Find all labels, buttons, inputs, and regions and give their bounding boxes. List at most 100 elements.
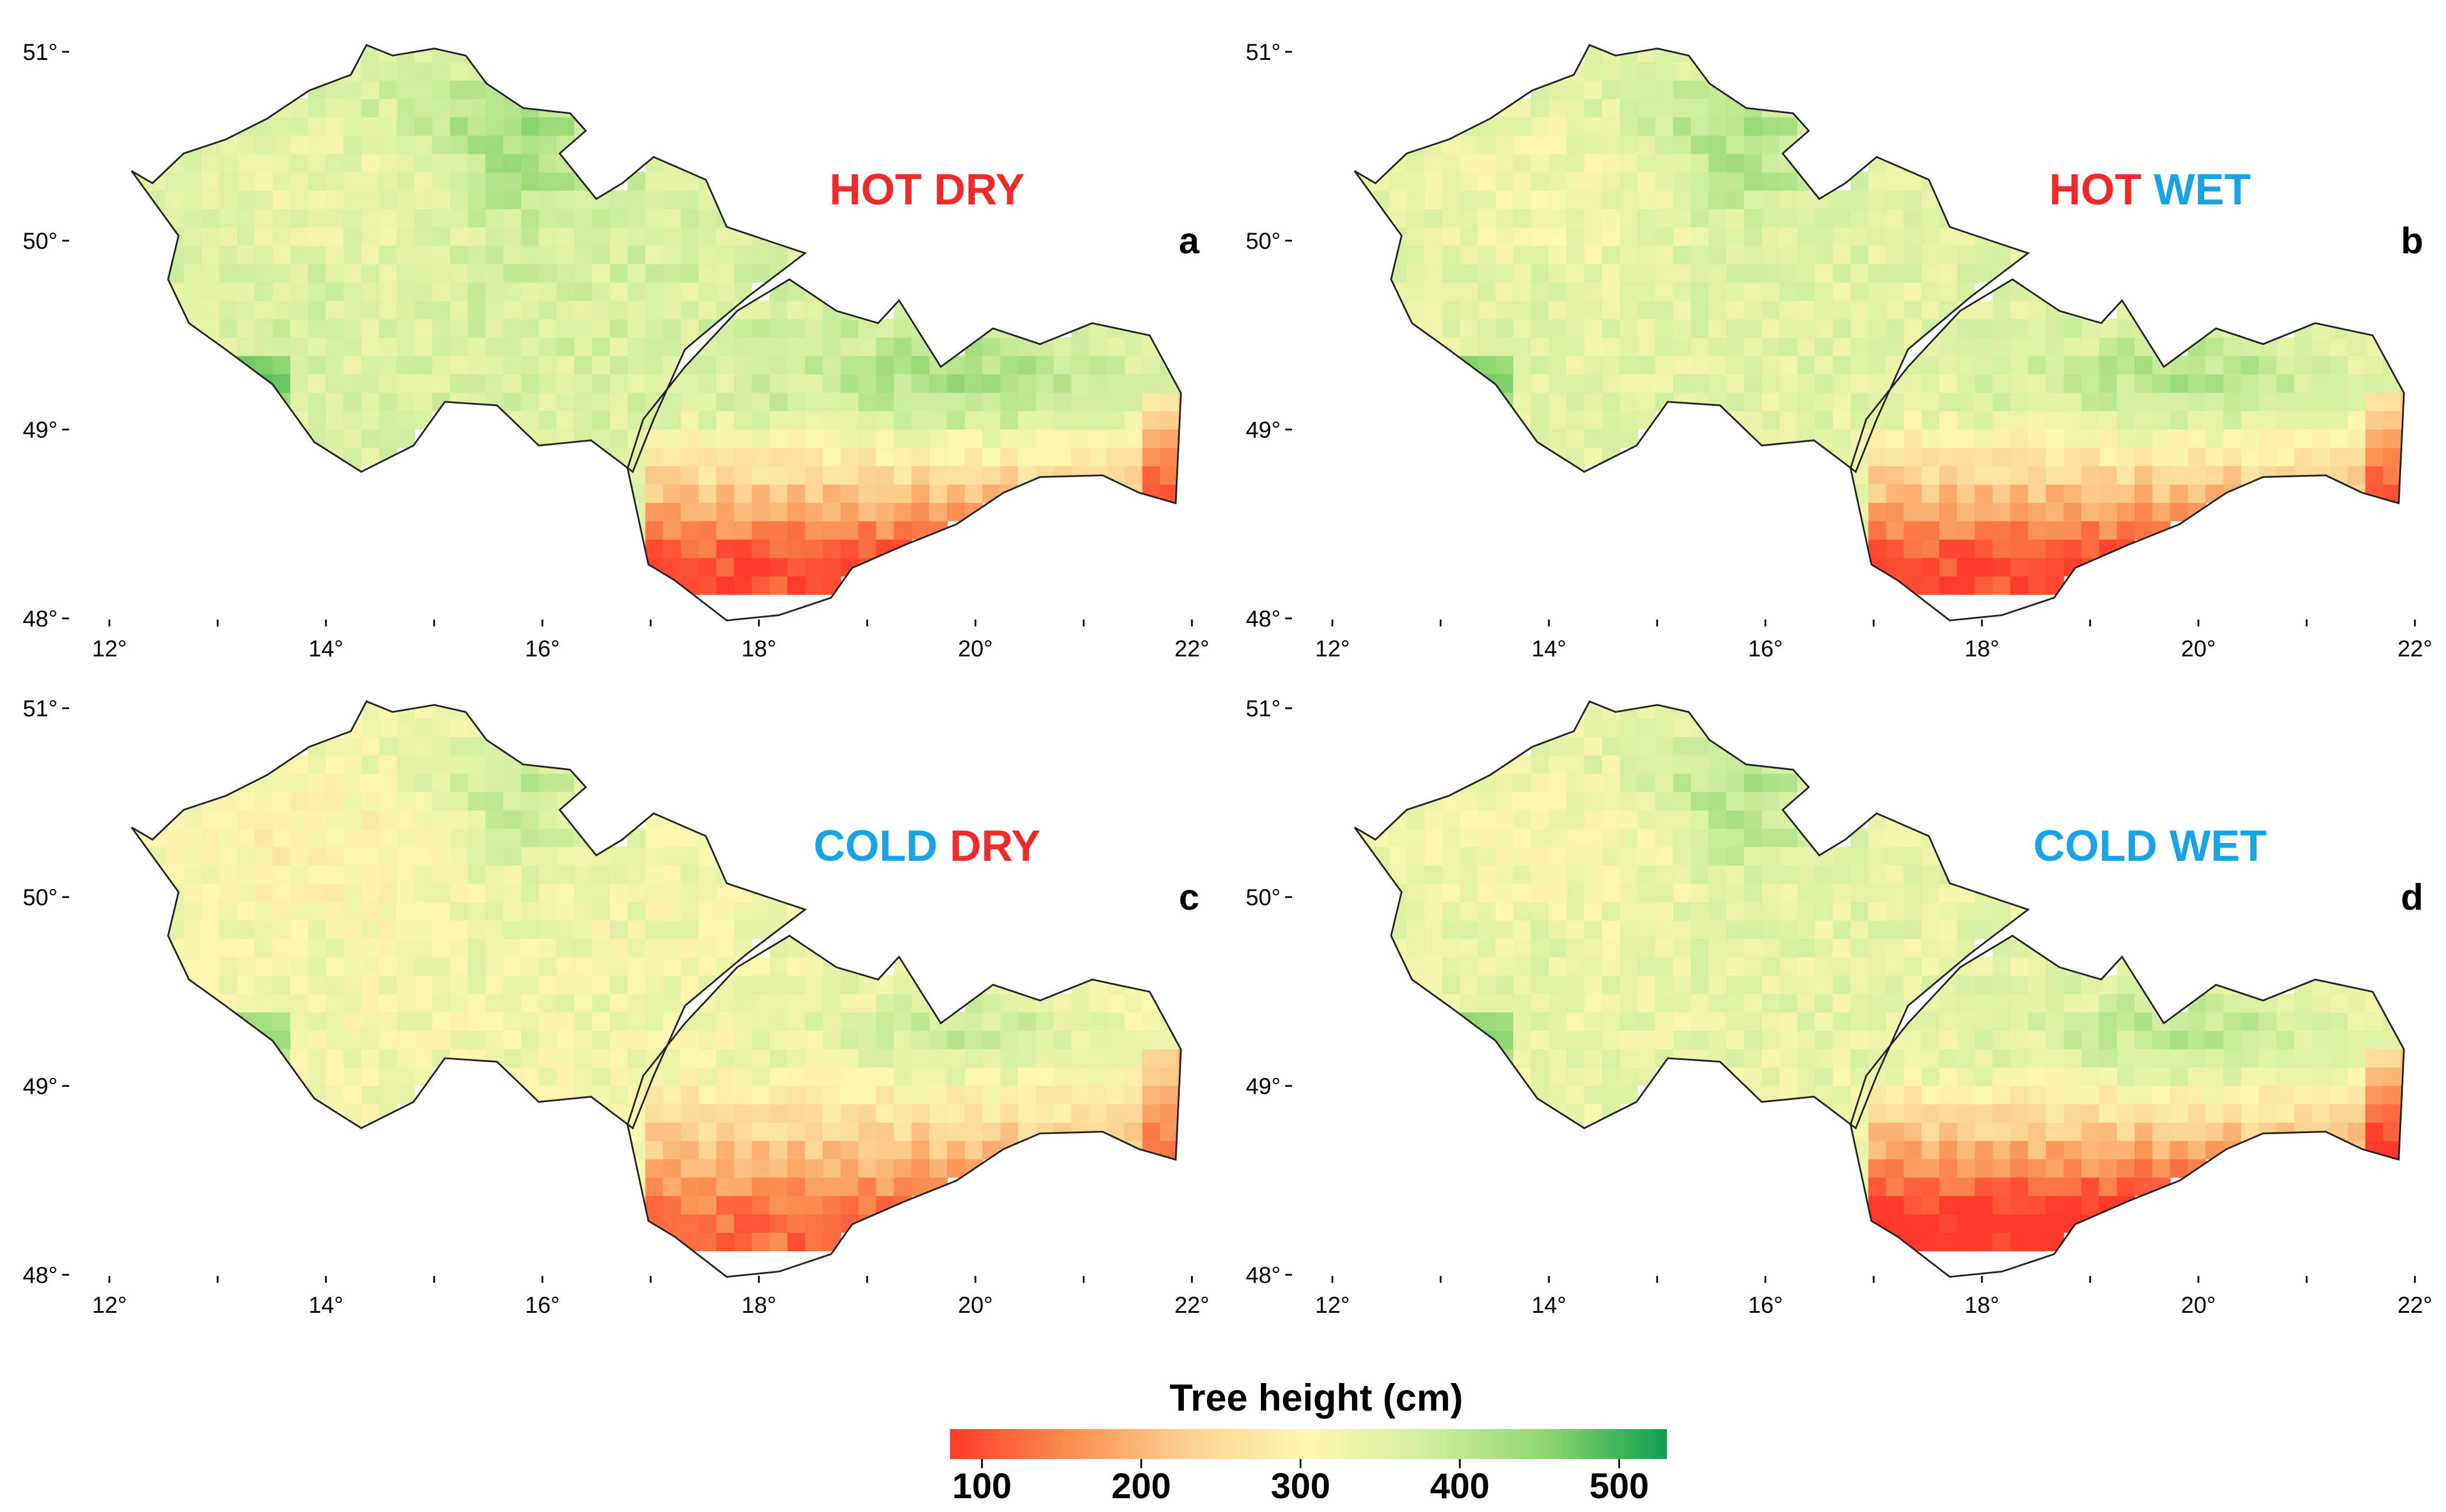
raster-cell: [361, 773, 380, 792]
raster-cell: [1921, 576, 1940, 595]
raster-cell: [1779, 883, 1798, 902]
raster-cell: [1708, 263, 1727, 283]
raster-cell: [556, 227, 575, 246]
raster-cell: [663, 1085, 682, 1104]
raster-cell: [947, 429, 966, 448]
raster-cell: [1530, 208, 1549, 228]
raster-cell: [858, 392, 877, 412]
czech-border: [131, 700, 807, 1130]
raster-cell: [450, 355, 469, 375]
raster-cell: [1992, 1085, 2011, 1104]
lon-tick-label: 16°: [1748, 636, 1783, 662]
raster-cell: [1974, 318, 1993, 338]
raster-cell: [769, 1232, 788, 1251]
raster-cell: [1053, 429, 1072, 448]
raster-cell: [1744, 1048, 1763, 1068]
raster-cell: [1850, 828, 1869, 848]
raster-cell: [1886, 208, 1905, 228]
raster-cell: [538, 902, 557, 921]
raster-cell: [2205, 429, 2224, 448]
raster-cell: [2348, 1048, 2366, 1068]
raster-cell: [645, 920, 664, 939]
raster-cell: [734, 521, 753, 540]
raster-cell: [1513, 245, 1532, 264]
raster-cell: [1939, 557, 1958, 577]
raster-cell: [1584, 245, 1603, 264]
raster-cell: [681, 1067, 700, 1086]
raster-cell: [716, 392, 735, 412]
raster-cell: [716, 1214, 735, 1233]
raster-cell: [610, 975, 628, 994]
raster-cell: [1992, 1030, 2011, 1050]
raster-cell: [2223, 374, 2242, 393]
raster-cell: [787, 374, 806, 393]
raster-cell: [1442, 920, 1461, 939]
raster-cell: [840, 447, 859, 466]
raster-cell: [2046, 1158, 2064, 1178]
raster-cell: [1779, 172, 1798, 191]
raster-cell: [2134, 484, 2153, 503]
raster-cell: [1797, 846, 1816, 866]
raster-cell: [1992, 411, 2011, 430]
raster-cell: [894, 429, 913, 448]
raster-cell: [1584, 865, 1603, 884]
raster-cell: [1868, 465, 1887, 485]
raster-cell: [2276, 1030, 2295, 1050]
raster-cell: [379, 883, 398, 902]
raster-cell: [982, 447, 1001, 466]
raster-cell: [1921, 208, 1940, 228]
raster-cell: [2348, 993, 2366, 1013]
raster-cell: [716, 993, 735, 1013]
raster-cell: [325, 282, 344, 301]
raster-cell: [307, 355, 326, 375]
raster-cell: [1442, 975, 1461, 994]
raster-cell: [610, 190, 628, 210]
raster-cell: [1744, 337, 1763, 356]
raster-cell: [521, 883, 540, 902]
raster-cell: [343, 447, 362, 466]
raster-cell: [307, 956, 326, 976]
raster-cell: [2170, 1067, 2189, 1086]
raster-cell: [1886, 172, 1905, 191]
raster-cell: [1548, 993, 1567, 1013]
raster-cell: [1389, 956, 1408, 976]
raster-cell: [627, 337, 646, 356]
raster-cell: [805, 484, 823, 503]
raster-cell: [734, 1012, 753, 1031]
raster-cell: [929, 1122, 948, 1141]
raster-cell: [698, 1103, 717, 1123]
raster-cell: [1726, 172, 1745, 191]
raster-cell: [574, 392, 593, 412]
raster-cell: [2312, 411, 2331, 430]
raster-cell: [716, 557, 735, 577]
raster-cell: [1815, 227, 1833, 246]
raster-cell: [894, 975, 913, 994]
raster-cell: [1584, 135, 1603, 154]
raster-cell: [343, 355, 362, 375]
lon-tick-label: 18°: [1965, 1293, 2000, 1318]
raster-cell: [876, 539, 895, 559]
raster-cell: [414, 318, 433, 338]
raster-cell: [1850, 172, 1869, 191]
raster-cell: [1018, 975, 1036, 994]
raster-cell: [1797, 245, 1816, 264]
raster-cell: [1637, 135, 1656, 154]
raster-cell: [894, 411, 913, 430]
raster-cell: [1407, 865, 1425, 884]
raster-cell: [894, 484, 913, 503]
raster-cell: [2152, 1122, 2171, 1141]
raster-cell: [1850, 300, 1869, 320]
raster-cell: [556, 263, 575, 283]
raster-cell: [734, 484, 753, 503]
raster-cell: [1637, 1012, 1656, 1031]
raster-cell: [503, 993, 522, 1013]
raster-cell: [166, 282, 185, 301]
raster-cell: [894, 374, 913, 393]
raster-cell: [2028, 355, 2046, 375]
raster-cell: [2046, 1214, 2064, 1233]
raster-cell: [2276, 1067, 2295, 1086]
raster-cell: [1833, 318, 1851, 338]
raster-cell: [1815, 1085, 1833, 1104]
raster-cell: [1708, 846, 1727, 866]
raster-cell: [1602, 411, 1621, 430]
